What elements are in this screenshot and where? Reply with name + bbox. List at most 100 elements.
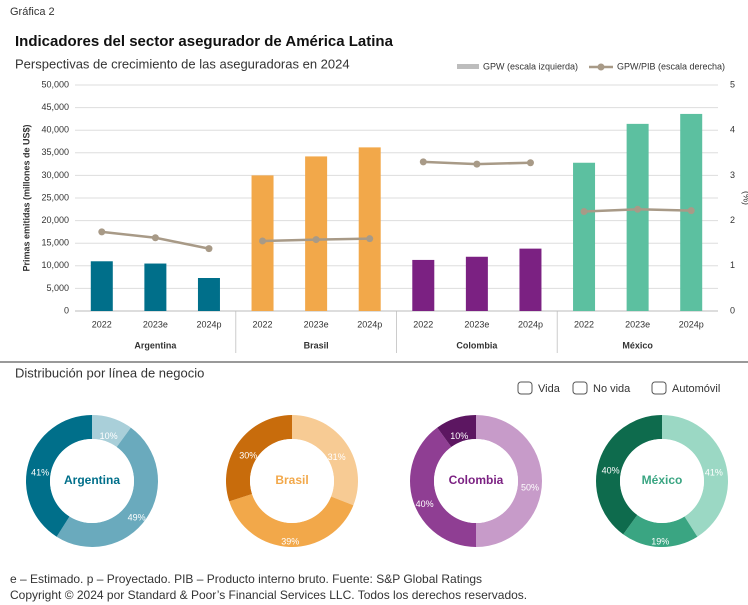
y-tick-label: 0 [64,305,69,315]
ratio-point [366,235,374,243]
legend-label: No vida [593,383,631,395]
x-tick-label: 2024p [357,319,382,329]
x-tick-label: 2023e [625,319,650,329]
donut-hole [620,439,704,523]
ratio-point [259,237,267,245]
donut-segment [596,415,662,535]
ratio-point [419,158,427,166]
donut-title: Colombia [449,473,504,487]
donut-segment [437,415,476,448]
y2-tick-label: 0 [730,305,735,315]
donut-segment [56,427,158,547]
group-label: México [622,340,653,350]
ratio-point [687,207,695,215]
segment-label: 30% [239,451,257,461]
y2-tick-label: 3 [730,170,735,180]
donut-hole [50,439,134,523]
donut-segment [410,427,476,547]
y-tick-label: 10,000 [41,260,69,270]
donut-segment [229,493,354,547]
bar [144,263,167,311]
group-label: Colombia [456,340,498,350]
footnote: Copyright © 2024 por Standard & Poor’s F… [10,588,527,602]
x-tick-label: 2024p [518,319,543,329]
legend-swatch [457,64,479,69]
segment-label: 40% [602,466,620,476]
group-label: Brasil [304,340,329,350]
segment-label: 10% [450,431,468,441]
ratio-point [526,159,534,167]
bar [305,156,328,311]
x-tick-label: 2023e [143,319,168,329]
donut-hole [250,439,334,523]
donut-title: Argentina [64,473,120,487]
ratio-point [634,205,642,213]
bar [573,162,596,311]
bar [519,248,542,311]
y2-tick-label: 4 [730,125,735,135]
y-tick-label: 50,000 [41,79,69,89]
bar [358,147,381,311]
figure-label: Gráfica 2 [10,6,55,18]
donut-segment [623,514,698,548]
bar [465,256,488,311]
donut-segment [92,415,131,448]
donut-segment [662,415,728,537]
segment-label: 31% [328,452,346,462]
segment-label: 40% [416,499,434,509]
legend-icon [651,381,667,395]
y2-tick-label: 2 [730,215,735,225]
donut-title: México [642,473,683,487]
donut-title: Brasil [275,473,308,487]
ratio-point [473,160,481,168]
bar [626,123,649,311]
segment-label: 50% [521,482,539,492]
y-tick-label: 35,000 [41,147,69,157]
donut-hole [434,439,518,523]
x-tick-label: 2024p [196,319,221,329]
x-tick-label: 2022 [253,319,273,329]
y-axis-label: Primas emitidas (millones de US$) [21,124,31,271]
segment-label: 49% [128,513,146,523]
y2-tick-label: 5 [730,79,735,89]
segment-label: 41% [31,467,49,477]
y-tick-label: 30,000 [41,170,69,180]
legend-label: GPW (escala izquierda) [483,61,578,71]
bar [197,278,220,311]
donut-segment [26,415,92,537]
bar [90,261,113,311]
y-tick-label: 20,000 [41,215,69,225]
segment-label: 19% [651,536,669,546]
legend-swatch [597,63,605,71]
donut-segment [476,415,542,547]
legend-icon [572,381,588,395]
section-title: Distribución por línea de negocio [15,365,204,380]
donut-segment [226,415,292,502]
ratio-point [580,208,588,216]
legend-icon [517,381,533,395]
donut-segment [292,415,358,506]
title: Indicadores del sector asegurador de Amé… [15,33,394,50]
segment-label: 10% [100,431,118,441]
y-tick-label: 25,000 [41,192,69,202]
ratio-point [205,245,213,253]
subtitle: Perspectivas de crecimiento de las asegu… [15,56,350,71]
y-tick-label: 15,000 [41,238,69,248]
ratio-point [312,236,320,244]
footnote: e – Estimado. p – Proyectado. PIB – Prod… [10,572,482,586]
x-tick-label: 2022 [413,319,433,329]
y-tick-label: 45,000 [41,102,69,112]
segment-label: 39% [281,536,299,546]
bar [412,259,435,311]
y2-tick-label: 1 [730,260,735,270]
segment-label: 41% [705,467,723,477]
y-tick-label: 40,000 [41,125,69,135]
y-tick-label: 5,000 [46,283,69,293]
x-tick-label: 2023e [304,319,329,329]
legend-label: GPW/PIB (escala derecha) [617,61,725,71]
x-tick-label: 2022 [574,319,594,329]
x-tick-label: 2023e [464,319,489,329]
ratio-point [151,234,159,242]
legend-label: Vida [538,383,561,395]
